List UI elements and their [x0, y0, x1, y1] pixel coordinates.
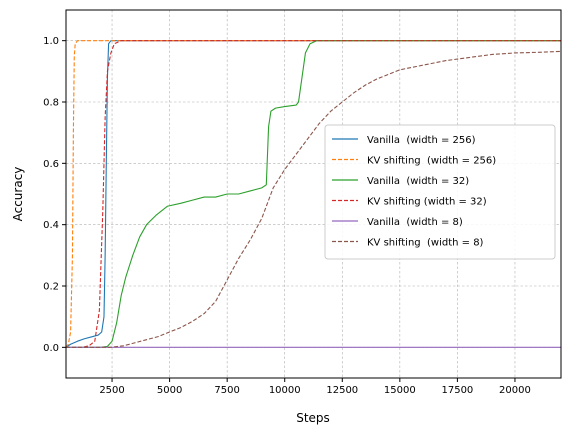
- x-tick-label: 17500: [441, 385, 473, 396]
- y-tick-label: 0.8: [43, 98, 59, 109]
- y-tick-label: 0.6: [43, 159, 59, 170]
- legend: Vanilla (width = 256) KV shifting (width …: [324, 124, 556, 260]
- y-tick-label: 1.0: [43, 36, 59, 47]
- x-axis-label: Steps: [296, 411, 330, 425]
- x-tick-label: 7500: [214, 385, 239, 396]
- series-line-6: [66, 50, 561, 348]
- series-line-3: [66, 40, 561, 348]
- y-tick-label: 0.2: [43, 282, 59, 293]
- legend-label: Vanilla (width = 8): [367, 217, 463, 228]
- legend-label: KV shifting (width = 32): [367, 197, 487, 208]
- legend-label: Vanilla (width = 32): [367, 176, 469, 187]
- y-axis-label: Accuracy: [11, 167, 25, 222]
- y-tick-label: 0.0: [43, 343, 59, 354]
- legend-box: [324, 124, 556, 260]
- x-tick-label: 2500: [99, 385, 124, 396]
- series-line-2: [66, 40, 561, 348]
- legend-label: KV shifting (width = 256): [367, 156, 496, 167]
- legend-label: Vanilla (width = 256): [367, 135, 476, 146]
- axis-ticks: 2500 5000 7500 10000 12500 15000 17500 20000 0.0…: [43, 36, 531, 396]
- x-tick-label: 20000: [499, 385, 531, 396]
- x-tick-label: 15000: [384, 385, 416, 396]
- x-tick-label: 12500: [326, 385, 358, 396]
- series-line-4: [66, 40, 561, 348]
- y-tick-label: 0.4: [43, 220, 59, 231]
- series-lines: [66, 40, 561, 348]
- x-tick-label: 10000: [269, 385, 301, 396]
- series-line-1: [66, 40, 561, 348]
- x-tick-label: 5000: [157, 385, 182, 396]
- plot-frame: [65, 9, 562, 379]
- legend-label: KV shifting (width = 8): [367, 238, 484, 249]
